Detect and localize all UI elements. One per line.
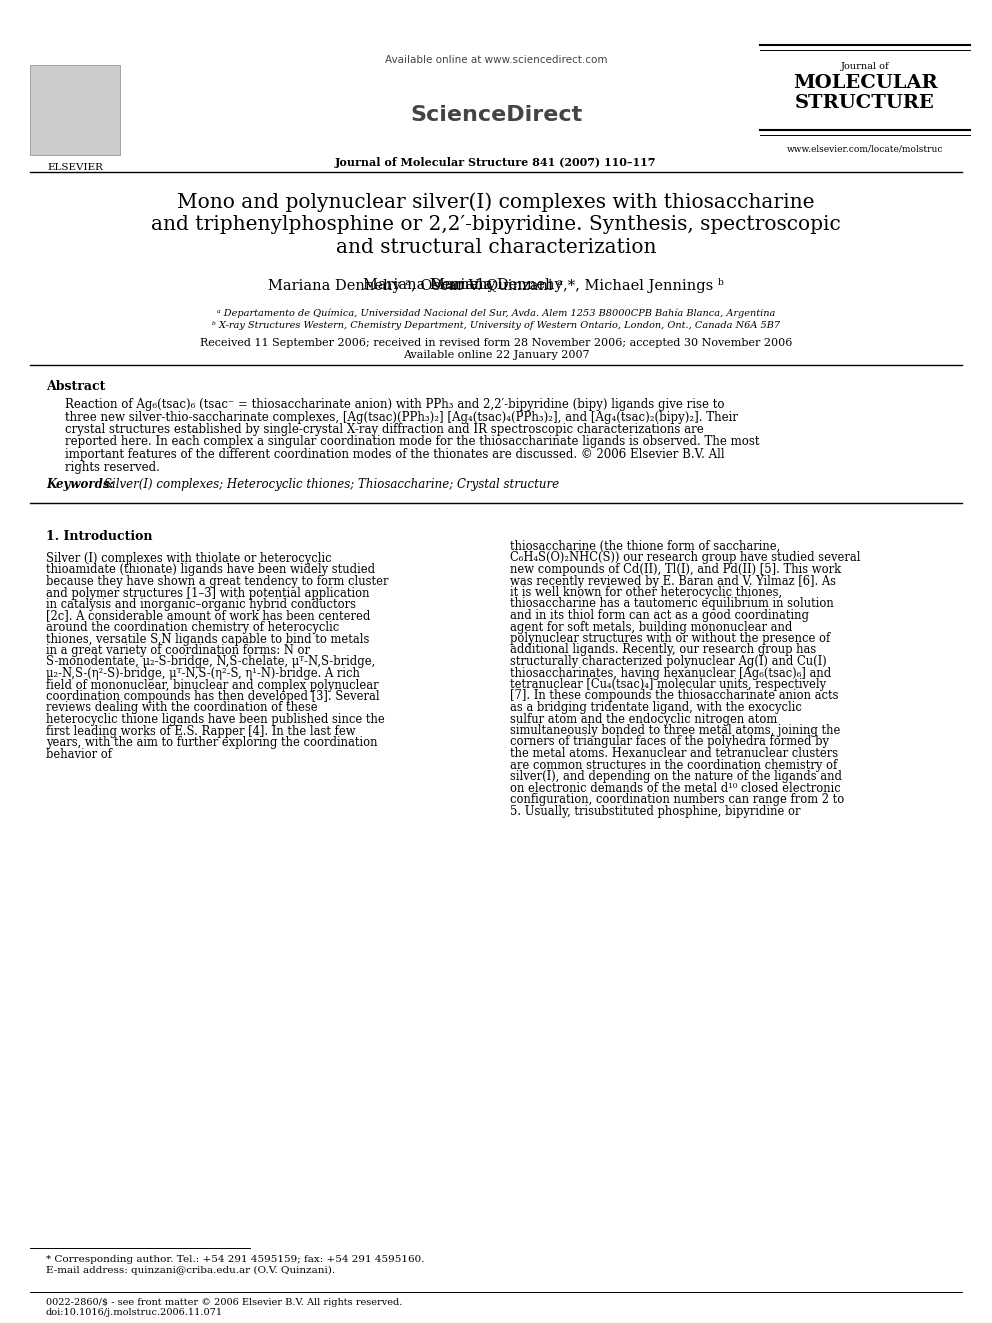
Text: important features of the different coordination modes of the thionates are disc: important features of the different coor… xyxy=(65,448,724,460)
Text: Mono and polynuclear silver(I) complexes with thiosaccharine: Mono and polynuclear silver(I) complexes… xyxy=(178,192,814,212)
Text: additional ligands. Recently, our research group has: additional ligands. Recently, our resear… xyxy=(510,643,816,656)
Text: the metal atoms. Hexanuclear and tetranuclear clusters: the metal atoms. Hexanuclear and tetranu… xyxy=(510,747,838,759)
Text: first leading works of E.S. Rapper [4]. In the last few: first leading works of E.S. Rapper [4]. … xyxy=(46,725,355,737)
Text: field of mononuclear, binuclear and complex polynuclear: field of mononuclear, binuclear and comp… xyxy=(46,679,379,692)
Text: thioamidate (thionate) ligands have been widely studied: thioamidate (thionate) ligands have been… xyxy=(46,564,375,577)
Text: Available online 22 January 2007: Available online 22 January 2007 xyxy=(403,351,589,360)
Text: coordination compounds has then developed [3]. Several: coordination compounds has then develope… xyxy=(46,691,380,703)
Text: corners of triangular faces of the polyhedra formed by: corners of triangular faces of the polyh… xyxy=(510,736,829,749)
Text: as a bridging tridentate ligand, with the exocyclic: as a bridging tridentate ligand, with th… xyxy=(510,701,802,714)
Text: new compounds of Cd(II), Tl(I), and Pd(II) [5]. This work: new compounds of Cd(II), Tl(I), and Pd(I… xyxy=(510,564,841,576)
Text: 5. Usually, trisubstituted phosphine, bipyridine or: 5. Usually, trisubstituted phosphine, bi… xyxy=(510,804,801,818)
Text: C₆H₄S(O)₂NHC(S)) our research group have studied several: C₆H₄S(O)₂NHC(S)) our research group have… xyxy=(510,552,860,565)
Text: agent for soft metals, building mononuclear and: agent for soft metals, building mononucl… xyxy=(510,620,793,634)
Text: Journal of: Journal of xyxy=(840,62,889,71)
Text: simultaneously bonded to three metal atoms, joining the: simultaneously bonded to three metal ato… xyxy=(510,724,840,737)
Text: Mariana Dennehy ᵃ, Oscar V. Quinzani ᵃ,*, Michael Jennings ᵇ: Mariana Dennehy ᵃ, Oscar V. Quinzani ᵃ,*… xyxy=(268,278,724,292)
Text: thiosaccharinates, having hexanuclear [Ag₆(tsac)₆] and: thiosaccharinates, having hexanuclear [A… xyxy=(510,667,831,680)
FancyBboxPatch shape xyxy=(30,65,120,155)
Text: structurally characterized polynuclear Ag(I) and Cu(I): structurally characterized polynuclear A… xyxy=(510,655,826,668)
Text: ᵃ Departamento de Química, Universidad Nacional del Sur, Avda. Alem 1253 B8000CP: ᵃ Departamento de Química, Universidad N… xyxy=(217,308,775,318)
Text: silver(I), and depending on the nature of the ligands and: silver(I), and depending on the nature o… xyxy=(510,770,842,783)
Text: [2c]. A considerable amount of work has been centered: [2c]. A considerable amount of work has … xyxy=(46,610,370,623)
Text: Silver (I) complexes with thiolate or heterocyclic: Silver (I) complexes with thiolate or he… xyxy=(46,552,331,565)
Text: and triphenylphosphine or 2,2′-bipyridine. Synthesis, spectroscopic: and triphenylphosphine or 2,2′-bipyridin… xyxy=(151,216,841,234)
Text: STRUCTURE: STRUCTURE xyxy=(796,94,934,112)
Text: Silver(I) complexes; Heterocyclic thiones; Thiosaccharine; Crystal structure: Silver(I) complexes; Heterocyclic thione… xyxy=(104,478,559,491)
Text: Mariana Dennehy: Mariana Dennehy xyxy=(363,278,496,292)
Text: ELSEVIER: ELSEVIER xyxy=(47,163,103,172)
Text: Abstract: Abstract xyxy=(46,380,105,393)
Text: rights reserved.: rights reserved. xyxy=(65,460,160,474)
Text: years, with the aim to further exploring the coordination: years, with the aim to further exploring… xyxy=(46,736,378,749)
Text: 1. Introduction: 1. Introduction xyxy=(46,531,153,542)
Text: E-mail address: quinzani@criba.edu.ar (O.V. Quinzani).: E-mail address: quinzani@criba.edu.ar (O… xyxy=(46,1266,335,1275)
Text: doi:10.1016/j.molstruc.2006.11.071: doi:10.1016/j.molstruc.2006.11.071 xyxy=(46,1308,223,1316)
Text: thiosaccharine has a tautomeric equilibrium in solution: thiosaccharine has a tautomeric equilibr… xyxy=(510,598,833,610)
Text: around the coordination chemistry of heterocyclic: around the coordination chemistry of het… xyxy=(46,620,339,634)
Text: on electronic demands of the metal d¹⁰ closed electronic: on electronic demands of the metal d¹⁰ c… xyxy=(510,782,841,795)
Text: configuration, coordination numbers can range from 2 to: configuration, coordination numbers can … xyxy=(510,792,844,806)
Text: in catalysis and inorganic–organic hybrid conductors: in catalysis and inorganic–organic hybri… xyxy=(46,598,356,611)
Text: three new silver-thio-saccharinate complexes, [Ag(tsac)(PPh₃)₂] [Ag₄(tsac)₄(PPh₃: three new silver-thio-saccharinate compl… xyxy=(65,410,738,423)
Text: Mariana Dennehy: Mariana Dennehy xyxy=(430,278,562,292)
Text: reviews dealing with the coordination of these: reviews dealing with the coordination of… xyxy=(46,701,317,714)
Text: Reaction of Ag₆(tsac)₆ (tsac⁻ = thiosaccharinate anion) with PPh₃ and 2,2′-bipyr: Reaction of Ag₆(tsac)₆ (tsac⁻ = thiosacc… xyxy=(65,398,724,411)
Text: behavior of: behavior of xyxy=(46,747,112,761)
Text: Received 11 September 2006; received in revised form 28 November 2006; accepted : Received 11 September 2006; received in … xyxy=(199,337,793,348)
Text: polynuclear structures with or without the presence of: polynuclear structures with or without t… xyxy=(510,632,830,646)
Text: tetranuclear [Cu₄(tsac)₄] molecular units, respectively: tetranuclear [Cu₄(tsac)₄] molecular unit… xyxy=(510,677,826,691)
Text: was recently reviewed by E. Baran and V. Yilmaz [6]. As: was recently reviewed by E. Baran and V.… xyxy=(510,574,836,587)
Text: μ₂-N,S-(η²-S)-bridge, μᵀ-N,S-(η²-S, η¹-N)-bridge. A rich: μ₂-N,S-(η²-S)-bridge, μᵀ-N,S-(η²-S, η¹-N… xyxy=(46,667,360,680)
Text: and in its thiol form can act as a good coordinating: and in its thiol form can act as a good … xyxy=(510,609,809,622)
Text: * Corresponding author. Tel.: +54 291 4595159; fax: +54 291 4595160.: * Corresponding author. Tel.: +54 291 45… xyxy=(46,1256,425,1263)
Text: are common structures in the coordination chemistry of: are common structures in the coordinatio… xyxy=(510,758,837,771)
Text: in a great variety of coordination forms: N or: in a great variety of coordination forms… xyxy=(46,644,310,658)
Text: Available online at www.sciencedirect.com: Available online at www.sciencedirect.co… xyxy=(385,56,607,65)
Text: it is well known for other heterocyclic thiones,: it is well known for other heterocyclic … xyxy=(510,586,782,599)
Text: [7]. In these compounds the thiosaccharinate anion acts: [7]. In these compounds the thiosacchari… xyxy=(510,689,838,703)
Text: crystal structures established by single-crystal X-ray diffraction and IR spectr: crystal structures established by single… xyxy=(65,423,703,437)
Text: ScienceDirect: ScienceDirect xyxy=(410,105,582,124)
Text: sulfur atom and the endocyclic nitrogen atom: sulfur atom and the endocyclic nitrogen … xyxy=(510,713,778,725)
Text: and polymer structures [1–3] with potential application: and polymer structures [1–3] with potent… xyxy=(46,586,369,599)
Text: because they have shown a great tendency to form cluster: because they have shown a great tendency… xyxy=(46,576,389,587)
Text: MOLECULAR: MOLECULAR xyxy=(793,74,937,93)
Text: S-monodentate, μ₂-S-bridge, N,S-chelate, μᵀ-N,S-bridge,: S-monodentate, μ₂-S-bridge, N,S-chelate,… xyxy=(46,655,375,668)
Text: thiones, versatile S,N ligands capable to bind to metals: thiones, versatile S,N ligands capable t… xyxy=(46,632,369,646)
Text: thiosaccharine (the thione form of saccharine,: thiosaccharine (the thione form of sacch… xyxy=(510,540,781,553)
Text: reported here. In each complex a singular coordination mode for the thiosacchari: reported here. In each complex a singula… xyxy=(65,435,760,448)
Text: Keywords:: Keywords: xyxy=(46,478,114,491)
Text: ᵇ X-ray Structures Western, Chemistry Department, University of Western Ontario,: ᵇ X-ray Structures Western, Chemistry De… xyxy=(212,321,780,329)
Text: heterocyclic thione ligands have been published since the: heterocyclic thione ligands have been pu… xyxy=(46,713,385,726)
Text: and structural characterization: and structural characterization xyxy=(335,238,657,257)
Text: www.elsevier.com/locate/molstruc: www.elsevier.com/locate/molstruc xyxy=(787,146,943,153)
Text: Journal of Molecular Structure 841 (2007) 110–117: Journal of Molecular Structure 841 (2007… xyxy=(335,157,657,168)
Text: 0022-2860/$ - see front matter © 2006 Elsevier B.V. All rights reserved.: 0022-2860/$ - see front matter © 2006 El… xyxy=(46,1298,403,1307)
